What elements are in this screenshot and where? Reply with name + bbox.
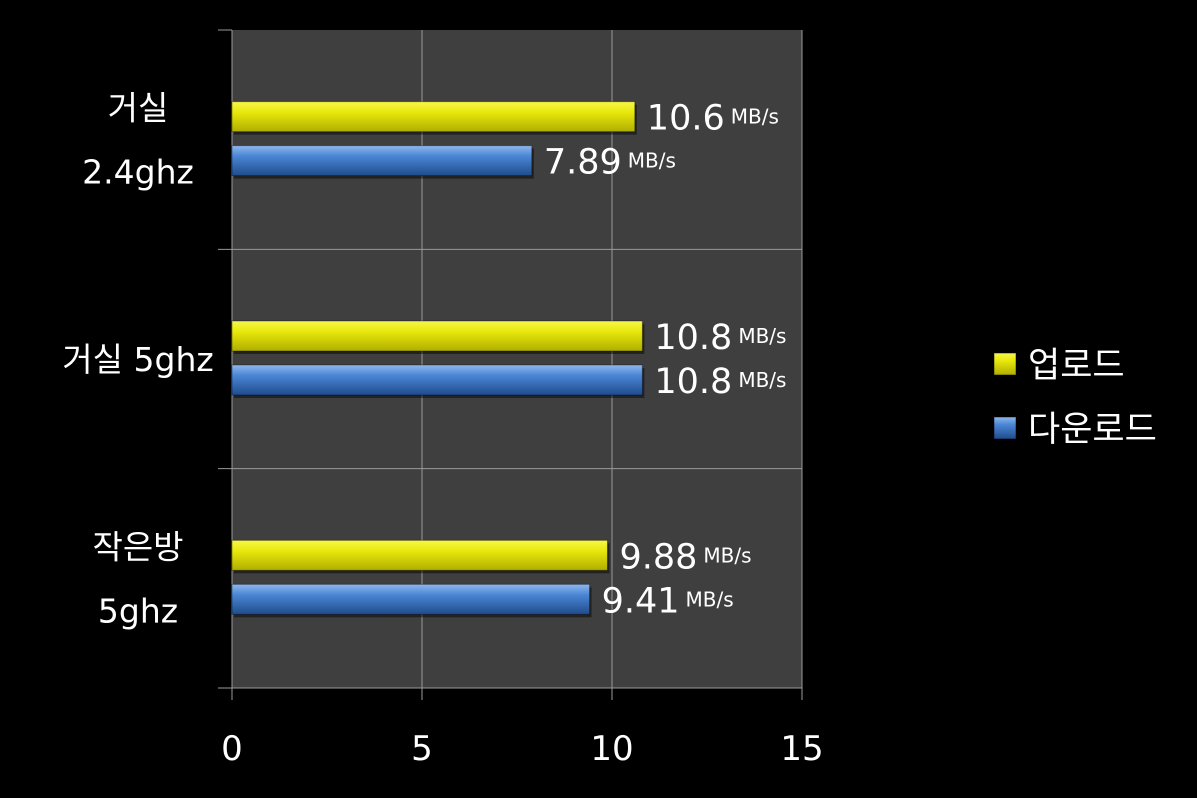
bar-download[interactable]: [231, 583, 591, 615]
legend-swatch-download: [993, 416, 1017, 440]
legend-swatch-upload: [993, 352, 1017, 376]
data-label: 9.41 MB/s: [602, 581, 734, 621]
legend-label: 다운로드: [1028, 410, 1157, 450]
x-tick-label: 0: [221, 729, 243, 769]
category-label: 2.4ghz: [82, 153, 194, 192]
bar-upload[interactable]: [231, 320, 643, 352]
category-label: 거실 5ghz: [62, 340, 213, 379]
category-label: 거실: [108, 89, 169, 128]
bar-download[interactable]: [231, 364, 643, 396]
bar-upload[interactable]: [231, 101, 636, 133]
legend-label: 업로드: [1028, 346, 1125, 386]
bar-download[interactable]: [231, 145, 533, 177]
data-label: 9.88 MB/s: [619, 537, 751, 577]
bar-upload[interactable]: [231, 539, 608, 571]
x-tick-label: 10: [590, 729, 633, 769]
category-label: 작은방: [92, 527, 183, 566]
data-label: 10.6 MB/s: [647, 99, 779, 139]
data-label: 7.89 MB/s: [544, 143, 676, 183]
plot-area: [232, 30, 802, 688]
x-tick-label: 15: [780, 729, 823, 769]
category-label: 5ghz: [98, 591, 178, 630]
data-label: 10.8 MB/s: [654, 318, 786, 358]
data-label: 10.8 MB/s: [654, 362, 786, 402]
x-tick-label: 5: [411, 729, 433, 769]
